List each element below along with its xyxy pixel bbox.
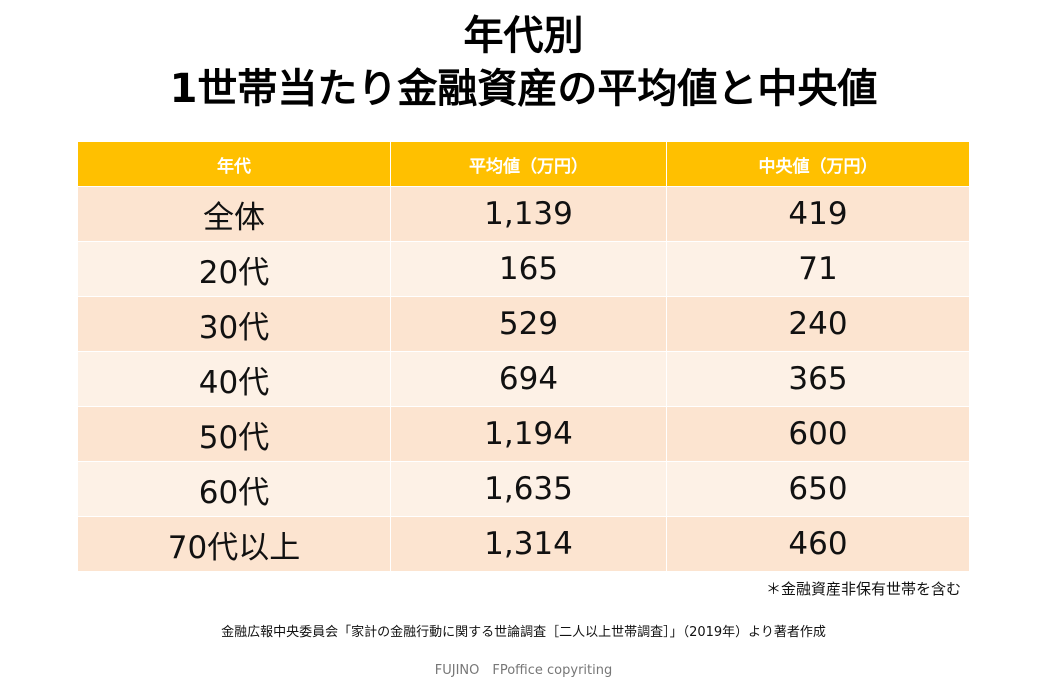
table-row: 50代 1,194 600 — [78, 406, 969, 461]
footnote: ＊金融資産非保有世帯を含む — [765, 580, 961, 598]
average-value-cell: 1,635 — [390, 462, 666, 516]
median-value-cell: 71 — [666, 242, 969, 296]
median-value-cell: 460 — [666, 517, 969, 571]
median-value-cell: 240 — [666, 297, 969, 351]
copyright-credit: FUJINO FPoffice copyriting — [434, 663, 613, 678]
age-group-cell: 40代 — [198, 364, 270, 401]
table-row: 60代 1,635 650 — [78, 461, 969, 516]
column-header-average: 平均値（万円） — [390, 142, 666, 186]
average-value-cell: 1,194 — [390, 407, 666, 461]
table-row: 全体 1,139 419 — [78, 186, 969, 241]
age-group-cell: 20代 — [198, 254, 270, 291]
median-value-cell: 600 — [666, 407, 969, 461]
table-row: 40代 694 365 — [78, 351, 969, 406]
title-line-2: 1世帯当たり金融資産の平均値と中央値 — [169, 66, 878, 112]
source-citation: 金融広報中央委員会「家計の金融行動に関する世論調査［二人以上世帯調査］」（201… — [221, 625, 826, 640]
average-value-cell: 694 — [390, 352, 666, 406]
age-group-cell: 全体 — [203, 199, 265, 236]
age-group-cell: 50代 — [198, 419, 270, 456]
column-header-age-group: 年代 — [217, 156, 251, 177]
table-row: 20代 165 71 — [78, 241, 969, 296]
median-value-cell: 650 — [666, 462, 969, 516]
average-value-cell: 165 — [390, 242, 666, 296]
age-group-cell: 30代 — [198, 309, 270, 346]
age-group-cell: 60代 — [198, 474, 270, 511]
median-value-cell: 365 — [666, 352, 969, 406]
average-value-cell: 1,314 — [390, 517, 666, 571]
median-value-cell: 419 — [666, 187, 969, 241]
table-header-row: 年代 平均値（万円） 中央値（万円） — [78, 142, 969, 186]
average-value-cell: 1,139 — [390, 187, 666, 241]
table-row: 70代以上 1,314 460 — [78, 516, 969, 571]
data-table: 年代 平均値（万円） 中央値（万円） 全体 1,139 419 20代 165 … — [78, 142, 969, 571]
column-header-median: 中央値（万円） — [666, 142, 969, 186]
average-value-cell: 529 — [390, 297, 666, 351]
age-group-cell: 70代以上 — [167, 529, 301, 566]
table-row: 30代 529 240 — [78, 296, 969, 351]
title-line-1: 年代別 — [463, 13, 584, 59]
